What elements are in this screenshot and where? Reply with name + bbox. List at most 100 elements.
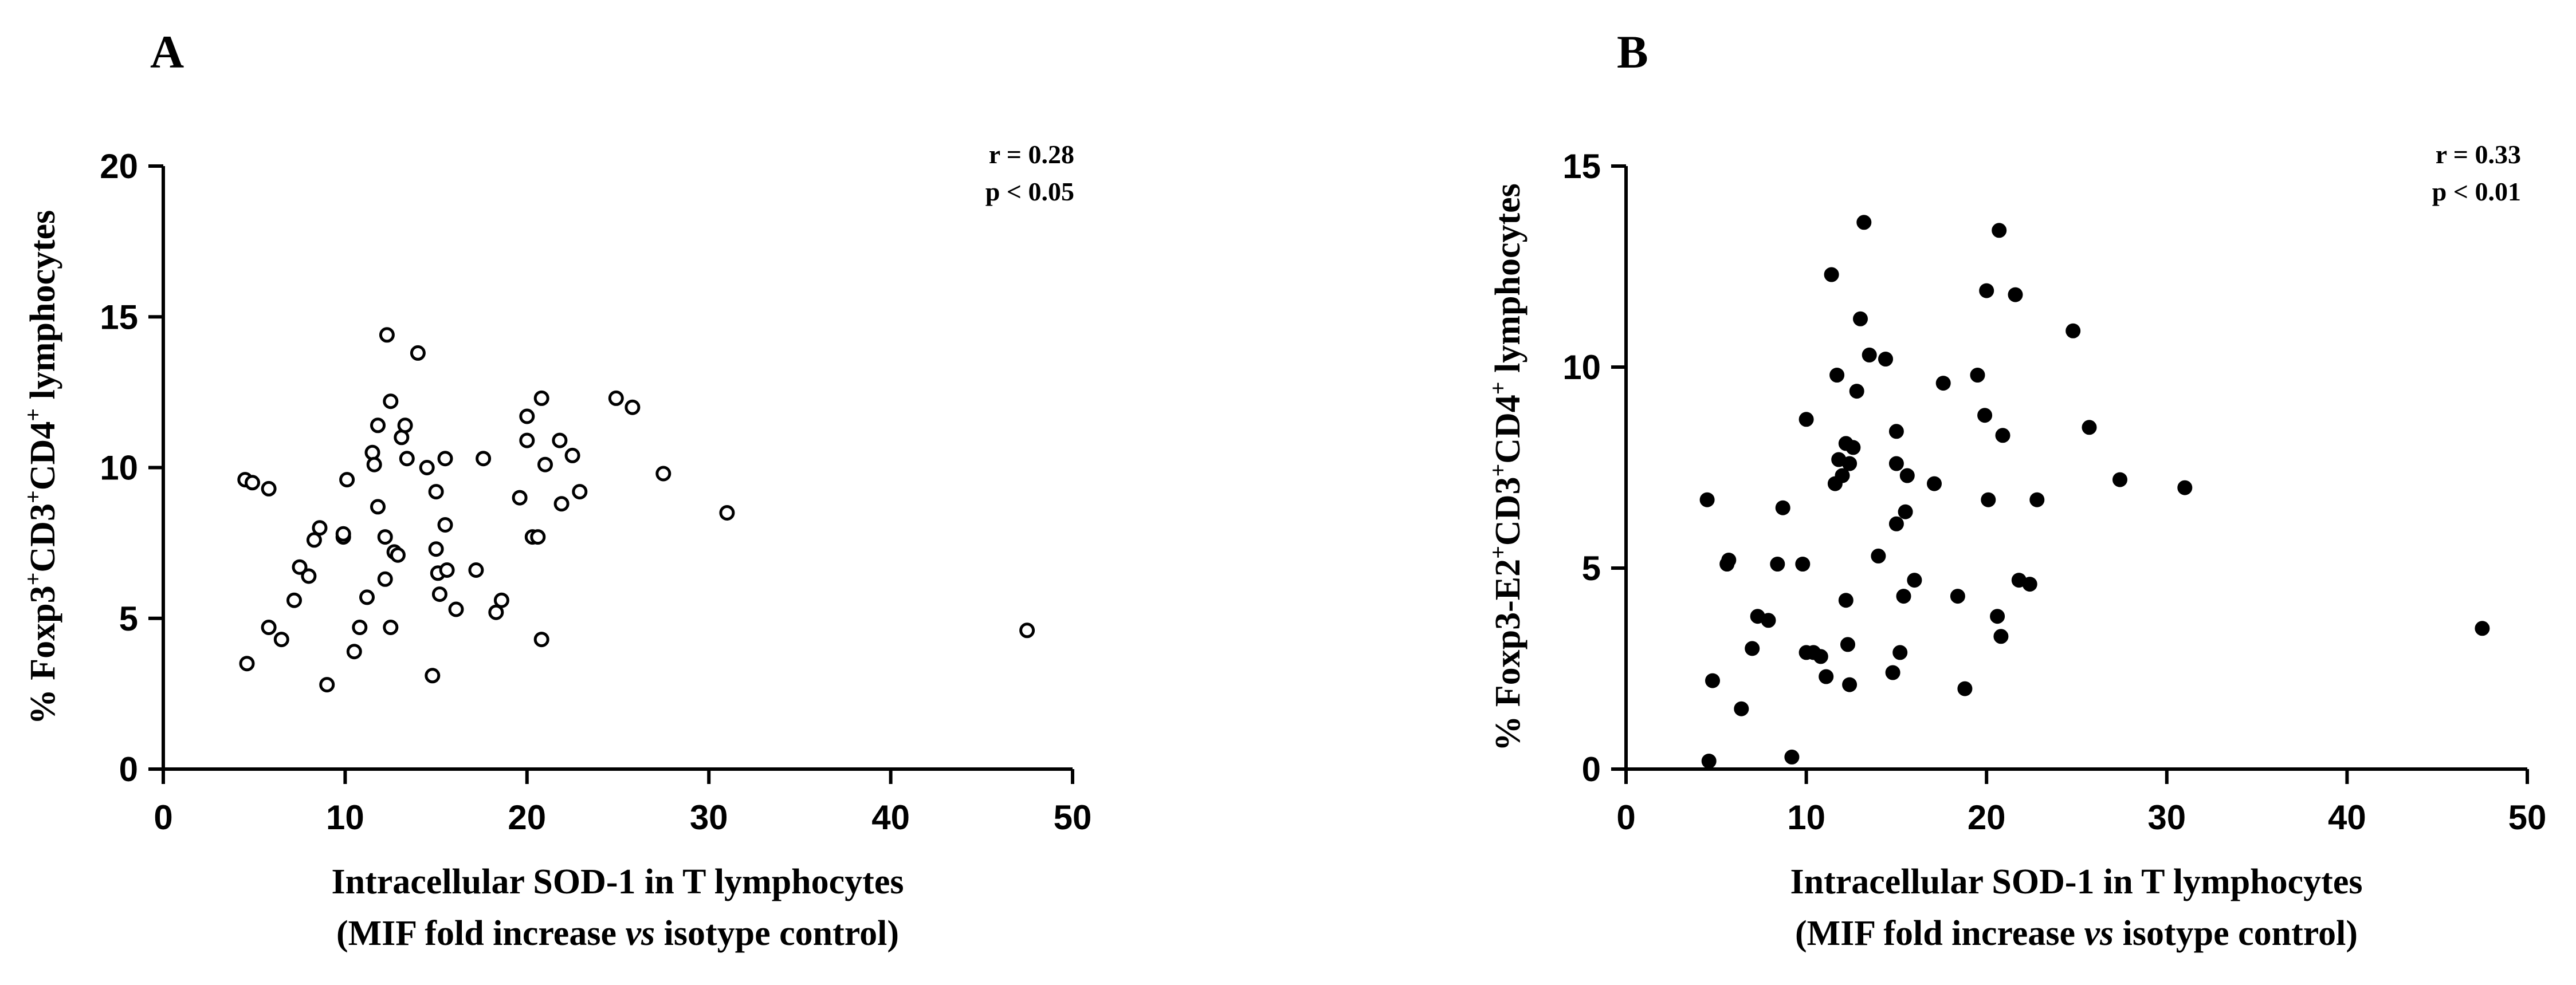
panel-b-data-point (1829, 368, 1845, 383)
panel-a-y-tick-label: 10 (100, 449, 138, 487)
panel-b-data-point (1907, 573, 1922, 588)
panel-a-data-point (552, 432, 568, 448)
panel-b-y-tick-label: 10 (1562, 348, 1601, 387)
panel-a-data-point (292, 559, 308, 575)
panel-b-data-point (1892, 645, 1908, 660)
panel-a-data-point (261, 620, 277, 635)
panel-a-x-tick-label: 0 (154, 798, 172, 837)
panel-a-data-point (476, 451, 492, 467)
panel-a-correlation-r: r = 0.28 (989, 140, 1074, 169)
panel-a-data-point (572, 484, 588, 500)
panel-b-x-tick-label: 50 (2508, 798, 2547, 837)
panel-a-x-axis-title-italic: vs (625, 914, 655, 953)
panel-a-data-point (346, 644, 362, 660)
panel-b-x-axis-title-line1: Intracellular SOD-1 in T lymphocytes (1790, 862, 2363, 901)
panel-b-letter: B (1617, 26, 1648, 78)
panel-b-data-point (1835, 468, 1850, 483)
panel-a-data-point (273, 632, 289, 648)
panel-b-x-tick-label: 20 (1968, 798, 2006, 837)
panel-b-data-point (1927, 476, 1942, 491)
panel-a-data-point (537, 456, 553, 472)
panel-a-data-point (428, 484, 444, 500)
panel-a-x-axis-title-part: isotype control) (655, 914, 899, 953)
panel-a: A r = 0.28 p < 0.05 0 10 20 30 40 5005101520 … (20, 26, 1091, 953)
panel-b-data-point (2008, 287, 2023, 302)
panel-b-data-point (1775, 500, 1790, 515)
panel-a-data-point (608, 390, 624, 406)
panel-b-data-point (2112, 472, 2127, 487)
panel-a-x-tick-label: 30 (690, 798, 728, 837)
panel-b-data-point (1761, 613, 1776, 628)
panel-a-y-axis-title-part: lymphocytes (23, 210, 62, 408)
panel-b-data-point (1990, 609, 2005, 624)
panel-b-data-point (1885, 665, 1900, 680)
panel-a-y-tick-label: 0 (119, 750, 138, 789)
panel-b-data-point (2082, 420, 2097, 435)
panel-a-y-tick-label: 20 (100, 147, 138, 186)
panel-b-data-point (1842, 456, 1858, 471)
panel-a-data-point (319, 677, 335, 693)
panel-a-y-axis-title: % Foxp3+CD3+CD4+ lymphocytes (20, 210, 62, 725)
panel-b-data-point (2029, 492, 2045, 507)
panel-a-data-point (519, 432, 535, 448)
panel-a-points (237, 327, 1035, 693)
panel-b-data-point (1853, 311, 1868, 326)
panel-a-x-axis-title-line1: Intracellular SOD-1 in T lymphocytes (332, 862, 904, 901)
panel-a-x-tick-label: 10 (326, 798, 364, 837)
panel-a-y-axis-title-part: CD3 (23, 503, 62, 573)
panel-b-data-point (2475, 621, 2490, 636)
panel-a-y-axis-title-part: CD4 (23, 421, 62, 491)
panel-a-data-point (352, 620, 368, 635)
panel-a-x-axis-title-part: (MIF fold increase (336, 914, 626, 953)
panel-a-data-point (399, 451, 415, 467)
panel-b-data-point (2022, 577, 2037, 592)
panel-a-data-point (655, 466, 672, 482)
panel-b-y-tick-label: 15 (1562, 147, 1601, 186)
panel-b-data-point (1838, 593, 1854, 608)
panel-a-x-tick-label: 50 (1054, 798, 1092, 837)
panel-b-x-axis-title-line2: (MIF fold increase vs isotype control) (1795, 914, 2358, 953)
panel-b-data-point (1721, 553, 1737, 568)
panel-b-data-point (1935, 376, 1951, 391)
panel-a-y-axis-title-sup: + (20, 408, 46, 421)
panel-a-data-point (437, 451, 453, 467)
panel-b-data-point (1849, 384, 1864, 399)
panel-a-data-point (437, 517, 453, 533)
panel-b-data-point (1957, 681, 1973, 696)
panel-b-data-point (1770, 557, 1785, 572)
panel-b-data-point (1745, 641, 1760, 656)
panel-a-data-point (261, 480, 277, 497)
panel-a-data-point (377, 571, 393, 587)
panel-a-data-point (468, 562, 484, 578)
panel-b-data-point (1898, 504, 1913, 519)
panel-b-data-point (1896, 589, 1911, 604)
panel-a-data-point (719, 505, 735, 521)
panel-a-y-axis-title-sup: + (20, 490, 46, 503)
panel-b-x-tick-label: 10 (1787, 798, 1825, 837)
panel-a-data-point (286, 592, 302, 608)
panel-a-data-point (533, 390, 549, 406)
panel-b-y-axis-title-part: CD3 (1489, 477, 1527, 546)
panel-b-data-point (1824, 267, 1839, 282)
panel-b-p-value: p < 0.01 (2432, 177, 2521, 206)
panel-a-data-point (428, 541, 444, 557)
panel-b-y-axis-title-part: lymphocytes (1489, 183, 1527, 381)
panel-a-data-point (625, 399, 641, 415)
panel-b-x-tick-label: 0 (1616, 798, 1635, 837)
panel-a-data-point (339, 472, 355, 488)
panel-a-data-point (379, 327, 395, 343)
panel-a-data-point (564, 447, 580, 463)
panel-b-y-axis-title-sup: + (1485, 381, 1511, 395)
panel-b-correlation-r: r = 0.33 (2436, 140, 2521, 169)
panel-a-y-tick-label: 15 (100, 298, 138, 336)
panel-b-y-axis-title-part: CD4 (1489, 395, 1527, 464)
panel-a-data-point (397, 417, 413, 434)
panel-a-data-point (370, 417, 386, 434)
panel-b-data-point (1862, 347, 1877, 363)
panel-a-data-point (245, 475, 260, 491)
panel-b-data-point (1705, 673, 1720, 688)
panel-a-data-point (425, 668, 441, 684)
panel-b-data-point (1840, 637, 1855, 652)
panel-a-data-point (1019, 622, 1035, 639)
panel-a-letter: A (150, 26, 184, 78)
